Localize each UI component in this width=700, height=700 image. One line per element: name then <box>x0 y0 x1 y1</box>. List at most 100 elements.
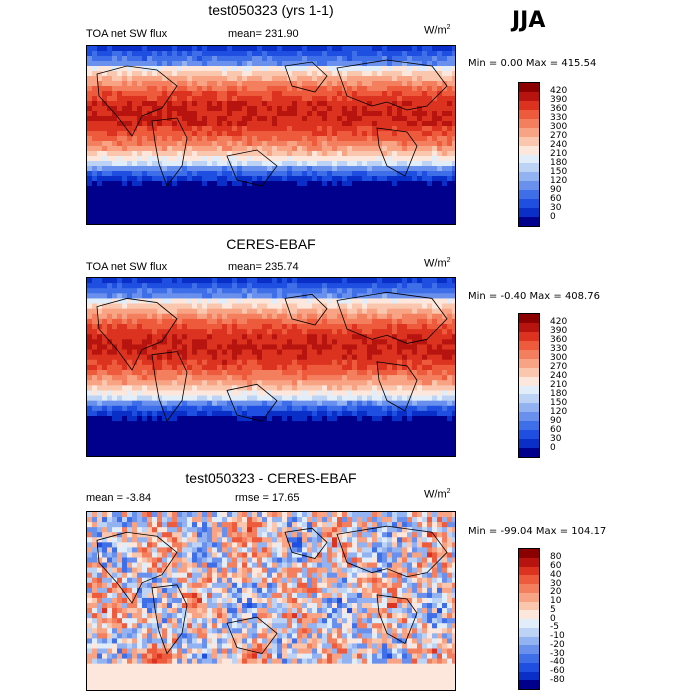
field-cell <box>312 298 318 305</box>
field-cell <box>447 334 453 340</box>
field-cell <box>222 111 228 117</box>
field-cell <box>107 221 113 224</box>
field-cell <box>137 61 143 67</box>
field-cell <box>237 216 243 222</box>
field-cell <box>92 181 98 187</box>
field-cell <box>132 61 138 67</box>
field-cell <box>402 146 408 152</box>
field-cell <box>127 324 133 330</box>
field-cell <box>252 313 258 320</box>
field-cell <box>432 334 438 340</box>
field-cell <box>222 91 228 97</box>
field-cell <box>417 288 423 294</box>
field-cell <box>432 196 438 202</box>
field-cell <box>107 71 113 77</box>
field-cell <box>332 121 338 127</box>
field-cell <box>372 186 378 192</box>
field-cell <box>122 126 128 132</box>
field-cell <box>297 344 303 351</box>
field-cell <box>452 375 455 381</box>
field-cell <box>387 390 393 397</box>
field-cell <box>92 405 98 412</box>
field-cell <box>167 283 173 289</box>
field-cell <box>267 339 273 345</box>
field-cell <box>107 141 113 147</box>
field-cell <box>97 161 103 167</box>
field-cell <box>187 171 193 177</box>
field-cell <box>407 359 413 366</box>
field-cell <box>282 410 288 417</box>
field-cell <box>177 344 183 351</box>
field-cell <box>237 116 243 122</box>
field-cell <box>172 400 178 407</box>
field-cell <box>287 359 293 366</box>
field-cell <box>352 191 358 197</box>
field-cell <box>307 359 313 366</box>
field-cell <box>417 121 423 127</box>
field-cell <box>217 56 223 62</box>
field-cell <box>402 354 408 361</box>
field-cell <box>297 181 303 187</box>
field-cell <box>407 76 413 82</box>
field-cell <box>332 206 338 212</box>
field-cell <box>377 51 383 57</box>
field-cell <box>307 186 313 192</box>
field-cell <box>452 410 455 417</box>
field-cell <box>317 421 323 427</box>
field-cell <box>142 61 148 67</box>
field-cell <box>212 101 218 107</box>
field-cell <box>167 359 173 366</box>
field-cell <box>217 71 223 77</box>
field-cell <box>192 324 198 330</box>
field-cell <box>107 334 113 340</box>
field-cell <box>392 171 398 177</box>
field-cell <box>262 375 268 381</box>
field-cell <box>322 324 328 330</box>
field-cell <box>277 61 283 67</box>
field-cell <box>397 216 403 222</box>
field-cell <box>447 196 453 202</box>
field-cell <box>122 385 128 391</box>
field-cell <box>397 116 403 122</box>
field-cell <box>167 51 173 57</box>
field-cell <box>92 344 98 351</box>
field-cell <box>422 410 428 417</box>
field-cell <box>202 166 208 172</box>
field-cell <box>312 370 318 376</box>
field-cell <box>282 66 288 72</box>
field-cell <box>162 121 168 127</box>
field-cell <box>87 400 93 407</box>
field-cell <box>137 370 143 376</box>
field-cell <box>217 329 223 335</box>
field-cell <box>97 206 103 212</box>
field-cell <box>192 344 198 351</box>
field-cell <box>152 156 158 162</box>
field-cell <box>357 161 363 167</box>
field-cell <box>347 81 353 87</box>
field-cell <box>142 293 148 299</box>
field-cell <box>172 329 178 335</box>
field-cell <box>142 126 148 132</box>
field-cell <box>292 431 298 437</box>
field-cell <box>117 405 123 412</box>
field-cell <box>267 206 273 212</box>
field-cell <box>152 171 158 177</box>
field-cell <box>392 56 398 62</box>
field-cell <box>202 344 208 351</box>
field-cell <box>267 405 273 412</box>
field-cell <box>132 126 138 132</box>
field-cell <box>202 81 208 87</box>
field-cell <box>207 313 213 320</box>
field-cell <box>332 111 338 117</box>
field-cell <box>307 410 313 417</box>
field-cell <box>302 161 308 167</box>
field-cell <box>437 359 443 366</box>
field-cell <box>332 344 338 351</box>
field-cell <box>392 151 398 157</box>
field-cell <box>432 166 438 172</box>
field-cell <box>282 431 288 437</box>
field-cell <box>402 426 408 432</box>
field-cell <box>367 141 373 147</box>
field-cell <box>402 313 408 320</box>
field-cell <box>167 380 173 386</box>
